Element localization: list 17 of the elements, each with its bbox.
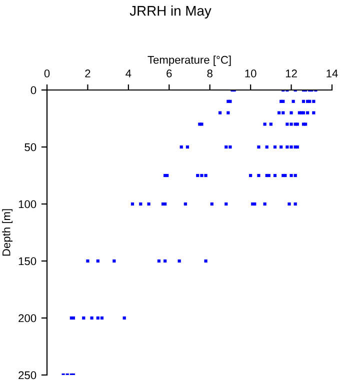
x-tick-label: 0	[44, 70, 50, 78]
x-tick-label: 4	[126, 70, 132, 78]
y-tick-label: 200	[18, 314, 36, 322]
x-tick-label: 6	[166, 70, 172, 78]
y-tick-label: 0	[30, 86, 36, 94]
x-tick-label: 2	[85, 70, 90, 78]
y-tick-label: 150	[18, 257, 36, 266]
chart-title: JRRH in May	[130, 6, 212, 18]
x-tick-label: 14	[326, 70, 338, 78]
x-tick-label: 10	[245, 70, 256, 78]
x-axis-title: Temperature [°C]	[148, 56, 231, 66]
y-tick-label: 50	[24, 143, 36, 152]
x-tick-label: 12	[286, 70, 297, 78]
x-tick-label: 8	[207, 70, 212, 78]
y-axis-title: Depth [m]	[2, 209, 12, 256]
y-tick-label: 100	[18, 200, 36, 208]
y-tick-label: 250	[18, 371, 36, 380]
